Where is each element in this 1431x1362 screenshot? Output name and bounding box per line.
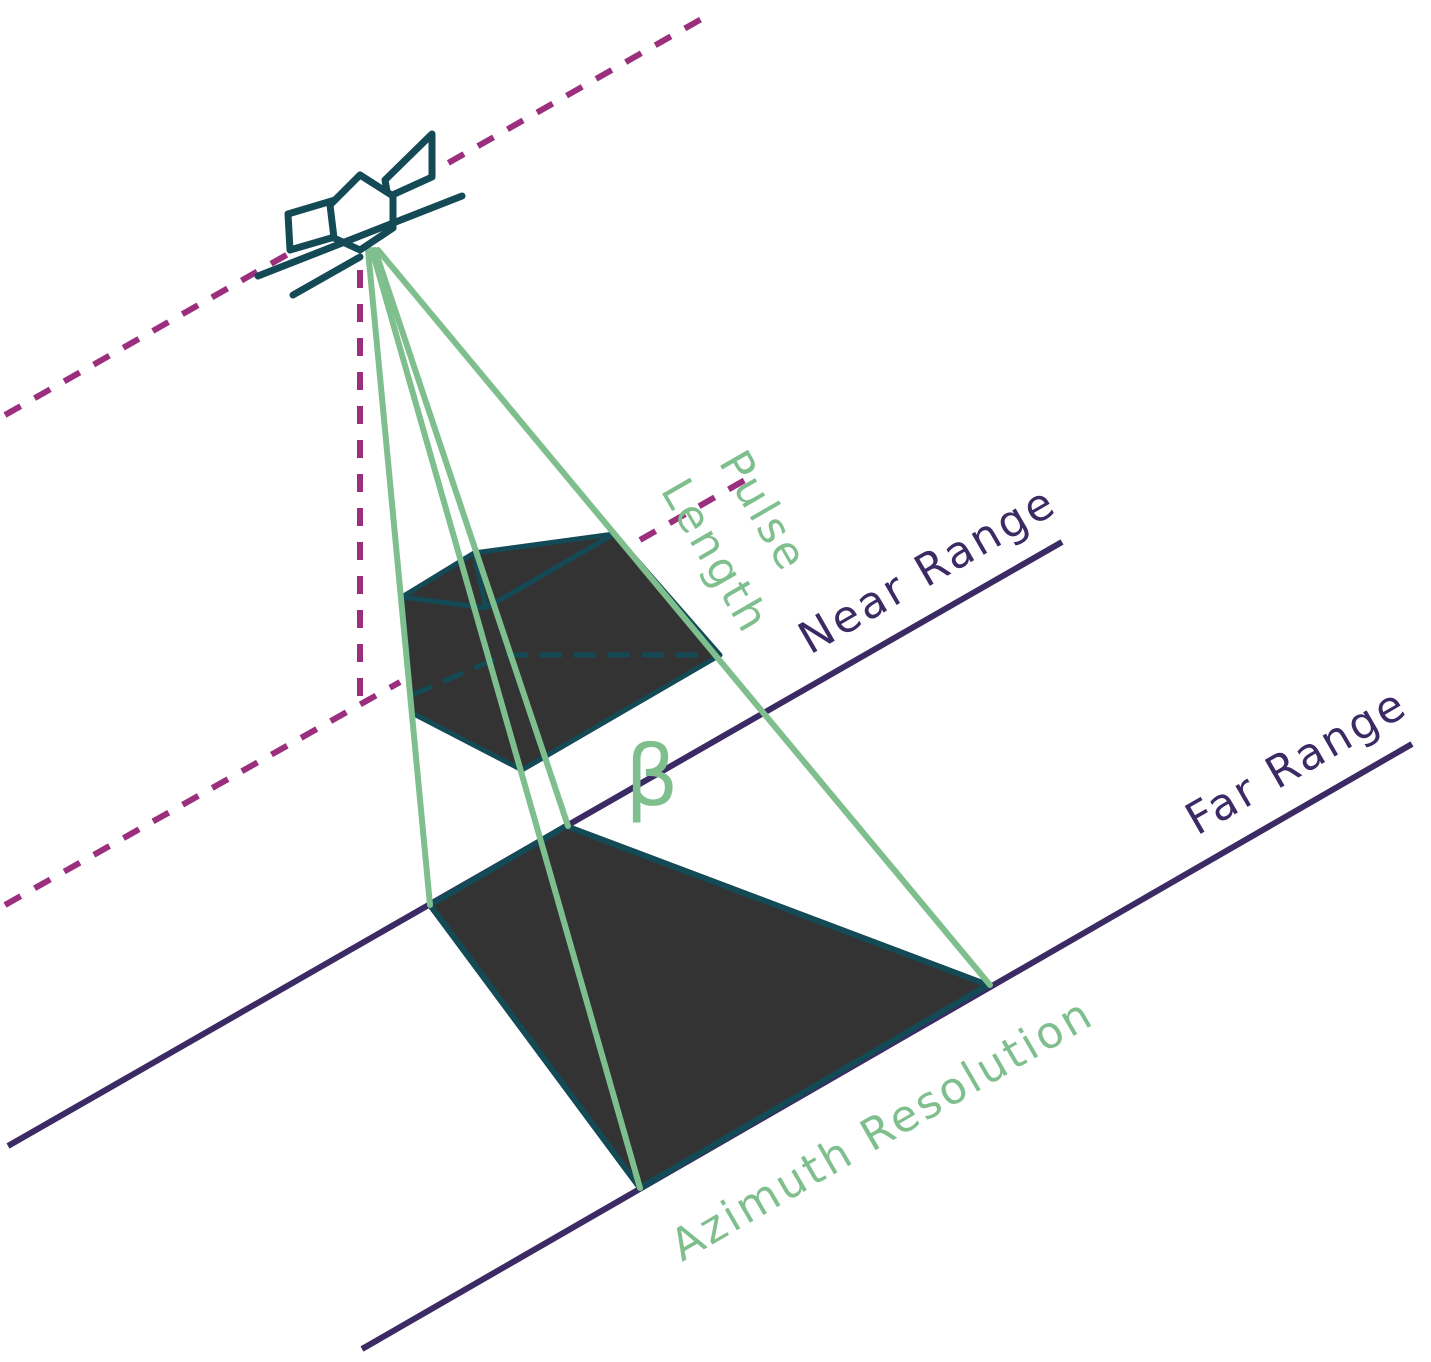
- beta-angle-label: β: [625, 727, 679, 825]
- near-range-label: Near Range: [790, 476, 1065, 664]
- satellite-boom-lower: [289, 253, 364, 299]
- flight-path-lines: [3, 10, 747, 908]
- pulse-volume-edge-right: [484, 531, 616, 611]
- beam-line-4: [375, 247, 993, 988]
- beam-line-2: [369, 247, 643, 1191]
- beam-line-1: [365, 247, 433, 908]
- satellite-boom-upper: [254, 192, 466, 280]
- radar-beam: [365, 247, 993, 1191]
- beam-line-3: [372, 247, 571, 829]
- ground-track-line: [3, 679, 402, 908]
- pulse-volume-edge-back: [471, 552, 489, 609]
- satellite-panel-right: [381, 130, 436, 201]
- satellite-icon: [254, 130, 466, 299]
